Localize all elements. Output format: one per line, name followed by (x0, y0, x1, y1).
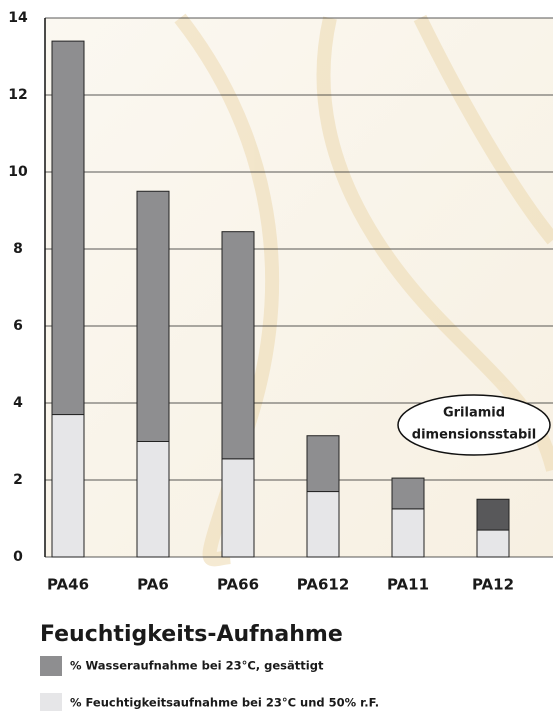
bar-segment (221, 231, 255, 460)
bar-segment (51, 40, 85, 416)
legend-swatch (40, 693, 62, 711)
plot-background (45, 18, 553, 557)
bar-segment (476, 529, 510, 558)
y-tick-label: 0 (13, 549, 23, 565)
annotation-text: Grilamid (443, 406, 505, 421)
bar-segment (306, 491, 340, 558)
x-tick-label: PA46 (47, 576, 89, 594)
y-tick-label: 2 (13, 472, 23, 488)
y-tick-label: 12 (8, 87, 27, 103)
bar-segment (136, 441, 170, 558)
x-tick-label: PA66 (217, 576, 259, 594)
bar-segment (136, 190, 170, 442)
bar-segment (306, 435, 340, 493)
y-tick-label: 14 (8, 10, 28, 26)
x-tick-label: PA612 (297, 576, 350, 594)
legend-swatch (40, 656, 62, 676)
annotation-text: dimensionsstabil (412, 428, 536, 443)
y-tick-label: 8 (13, 241, 23, 257)
legend-label: % Wasseraufnahme bei 23°C, gesättigt (70, 659, 324, 673)
annotation-bubble (397, 394, 551, 456)
legend-label: % Feuchtigkeitsaufnahme bei 23°C und 50%… (70, 696, 379, 710)
x-tick-label: PA11 (387, 576, 429, 594)
bar-segment (51, 414, 85, 558)
y-tick-label: 10 (8, 164, 28, 180)
x-tick-label: PA12 (472, 576, 514, 594)
y-tick-label: 4 (13, 395, 23, 411)
y-tick-label: 6 (13, 318, 23, 334)
chart-title: Feuchtigkeits-Aufnahme (40, 622, 343, 647)
bar-segment (221, 458, 255, 558)
bar-segment (391, 508, 425, 558)
bar-segment (476, 498, 510, 531)
x-tick-label: PA6 (137, 576, 169, 594)
bar-segment (391, 477, 425, 510)
